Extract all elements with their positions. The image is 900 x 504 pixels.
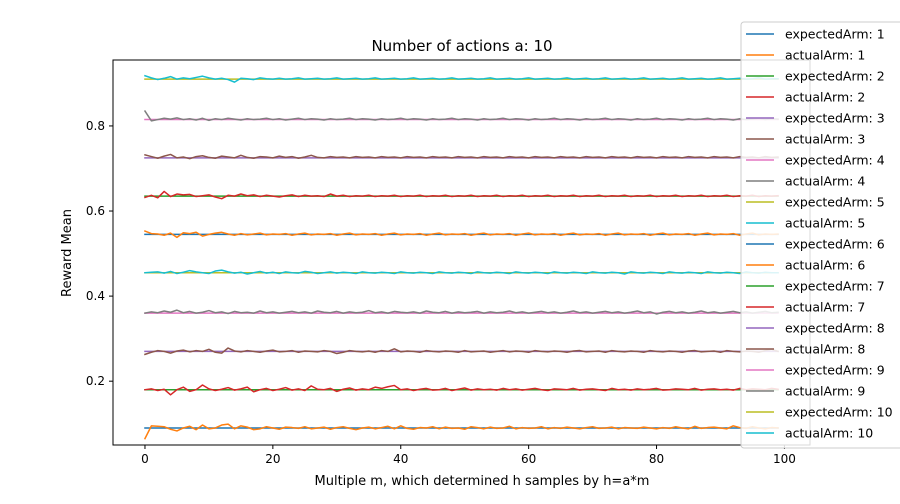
x-axis: 0 20 40 60 80 100 [141,445,796,466]
legend-label: expectedArm: 2 [785,69,885,84]
legend-label: actualArm: 5 [785,216,865,231]
legend-label: expectedArm: 1 [785,27,885,42]
legend-label: expectedArm: 5 [785,195,885,210]
y-axis: 0.2 0.4 0.6 0.8 [86,119,113,388]
legend-label: actualArm: 7 [785,300,865,315]
legend-label: expectedArm: 6 [785,237,885,252]
legend-label: expectedArm: 4 [785,153,885,168]
series-line-12 [143,230,779,239]
chart-title: Number of actions a: 10 [371,37,552,55]
series-line-18 [143,110,779,122]
y-tick-label: 0.6 [86,204,105,218]
legend-label: actualArm: 3 [785,132,865,147]
legend-label: actualArm: 1 [785,48,865,63]
series-line-4 [144,384,779,396]
x-tick-label: 60 [521,452,536,466]
plot-area: 0 20 40 60 80 100 0.2 0.4 0.6 0.8 [86,59,811,466]
series-line-8 [144,309,779,315]
legend-label: actualArm: 8 [785,342,865,357]
series-line-14 [144,190,779,200]
series-line-20 [144,74,779,83]
series-line-10 [144,269,779,275]
x-tick-label: 20 [265,452,280,466]
x-tick-label: 40 [393,452,408,466]
y-axis-label: Reward Mean [60,209,75,297]
x-tick-label: 0 [141,452,149,466]
axes-background [113,60,810,445]
legend-label: expectedArm: 8 [785,321,885,336]
legend-label: actualArm: 10 [785,426,873,441]
series-layer [143,74,779,440]
x-tick-label: 80 [649,452,664,466]
series-line-6 [144,347,779,356]
legend-label: expectedArm: 7 [785,279,885,294]
legend-label: actualArm: 9 [785,384,865,399]
y-tick-label: 0.8 [86,119,105,133]
y-tick-label: 0.2 [86,374,105,388]
legend: expectedArm: 1 actualArm: 1 expectedArm: 2… [740,21,900,449]
legend-label: expectedArm: 10 [785,405,893,420]
x-axis-label: Multiple m, which determined h samples b… [315,474,650,489]
legend-label: actualArm: 6 [785,258,865,273]
legend-label: actualArm: 4 [785,174,865,189]
y-tick-label: 0.4 [86,289,105,303]
series-line-2 [143,423,779,440]
legend-box [740,21,900,449]
legend-label: actualArm: 2 [785,90,865,105]
series-line-16 [144,153,779,160]
legend-label: expectedArm: 9 [785,363,885,378]
x-tick-label: 100 [773,452,796,466]
legend-label: expectedArm: 3 [785,111,885,126]
